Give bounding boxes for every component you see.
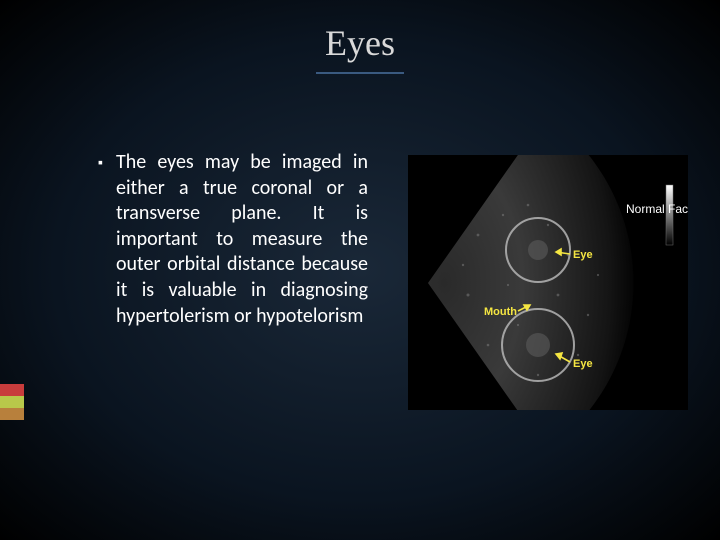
accent-bars [0, 384, 24, 420]
accent-bar-3 [0, 408, 24, 420]
bullet-text: The eyes may be imaged in either a true … [116, 150, 368, 329]
ultrasound-svg: Normal Face Eye Mouth Eye [408, 155, 688, 410]
accent-bar-1 [0, 384, 24, 396]
label-normal-face: Normal Face [626, 202, 688, 216]
label-mouth: Mouth [484, 306, 517, 318]
accent-bar-2 [0, 396, 24, 408]
slide-container: Eyes ▪ The eyes may be imaged in either … [0, 0, 720, 540]
ultrasound-image: Normal Face Eye Mouth Eye [408, 155, 688, 410]
title-underline [316, 72, 404, 74]
slide-title: Eyes [0, 22, 720, 64]
bullet-marker: ▪ [98, 150, 116, 329]
label-eye-upper: Eye [573, 249, 593, 261]
body-text-block: ▪ The eyes may be imaged in either a tru… [98, 150, 368, 329]
bullet-item: ▪ The eyes may be imaged in either a tru… [98, 150, 368, 329]
label-eye-lower: Eye [573, 358, 593, 370]
